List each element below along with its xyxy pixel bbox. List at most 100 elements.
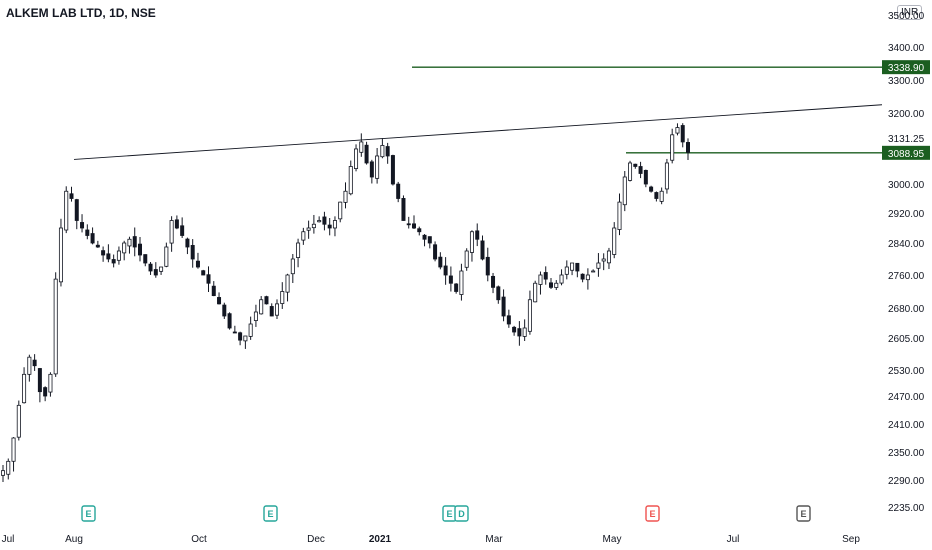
svg-text:E: E (85, 509, 91, 519)
earnings-marker-icon[interactable]: E (645, 505, 660, 522)
candle (496, 285, 501, 304)
currency-badge[interactable]: INR (897, 5, 923, 20)
candle (116, 246, 121, 265)
x-tick-label: May (603, 534, 622, 545)
candle (485, 247, 490, 282)
candle (580, 273, 585, 283)
candle (506, 309, 511, 328)
candle (670, 128, 675, 164)
candle (622, 171, 627, 212)
price-level-tag (882, 145, 930, 160)
candle (575, 262, 580, 278)
candle (69, 186, 74, 202)
y-tick-label: 3300.00 (888, 76, 925, 87)
y-tick-label: 3500.00 (888, 11, 925, 22)
candle (522, 319, 527, 342)
candle (359, 133, 364, 157)
candle (570, 262, 575, 276)
candle (238, 331, 243, 346)
candle (53, 272, 58, 377)
candle (533, 280, 538, 303)
price-levels: 3338.90 3088.95 (412, 60, 930, 160)
candle (649, 185, 654, 193)
candle (248, 316, 253, 340)
candle (153, 262, 158, 278)
candle (659, 187, 664, 205)
candle (195, 252, 200, 269)
y-tick-label: 3000.00 (888, 180, 925, 191)
earnings-marker-icon[interactable]: E (263, 505, 278, 522)
svg-text:D: D (458, 509, 465, 519)
x-tick-label: Sep (842, 534, 860, 545)
price-level-value: 3088.95 (888, 149, 925, 160)
candle (280, 282, 285, 309)
y-tick-label: 2235.00 (888, 503, 925, 514)
candle (22, 367, 27, 404)
candle (211, 281, 216, 297)
candle (417, 226, 422, 236)
candle (143, 254, 148, 267)
y-tick-label: 2350.00 (888, 448, 925, 459)
candle (338, 201, 343, 223)
candle (201, 269, 206, 276)
x-tick-label: Oct (191, 534, 207, 545)
candle (549, 278, 554, 289)
earnings-marker-icon[interactable]: E (81, 505, 96, 522)
candle (380, 138, 385, 159)
candle (628, 160, 633, 182)
candle (306, 220, 311, 239)
candle (285, 273, 290, 302)
candle (606, 247, 611, 270)
candle (527, 290, 532, 335)
x-tick-label: Jul (727, 534, 740, 545)
earnings-marker-icon[interactable]: E (442, 505, 457, 522)
candle (253, 304, 258, 327)
x-tick-label: 2021 (369, 534, 392, 545)
candle (411, 215, 416, 229)
candle (396, 181, 401, 203)
candle (232, 325, 237, 334)
candle (185, 237, 190, 255)
candle (454, 283, 459, 294)
candle (127, 236, 132, 254)
candle (64, 186, 69, 234)
candle (48, 372, 53, 397)
candle (480, 235, 485, 261)
y-tick-label: 2410.00 (888, 420, 925, 431)
trendline[interactable] (73, 104, 883, 160)
candle (343, 182, 348, 209)
candle (290, 254, 295, 284)
candle (406, 216, 411, 229)
candle (348, 160, 353, 196)
candle (617, 193, 622, 236)
earnings-marker-icon[interactable]: E (796, 505, 811, 522)
candle (591, 269, 596, 273)
candle (301, 227, 306, 245)
y-tick-label: 3400.00 (888, 43, 925, 54)
candle (654, 191, 659, 202)
candle (554, 280, 559, 291)
y-tick-label: 2680.00 (888, 304, 925, 315)
candle (354, 144, 359, 172)
candle (433, 241, 438, 262)
candle (422, 234, 427, 247)
candle (132, 227, 137, 257)
candle (16, 400, 21, 441)
candle (27, 354, 32, 382)
candle (6, 458, 11, 480)
candle (101, 246, 106, 262)
earnings-marker-icon[interactable]: D (454, 505, 469, 522)
candle (111, 254, 116, 268)
candle (85, 224, 90, 240)
candle (322, 211, 327, 231)
candle (206, 266, 211, 292)
chart-title: ALKEM LAB LTD, 1D, NSE (6, 6, 156, 20)
candle (491, 272, 496, 294)
candle (448, 266, 453, 292)
candle (364, 141, 369, 165)
candle (264, 295, 269, 305)
candle (596, 253, 601, 277)
candle (327, 218, 332, 236)
